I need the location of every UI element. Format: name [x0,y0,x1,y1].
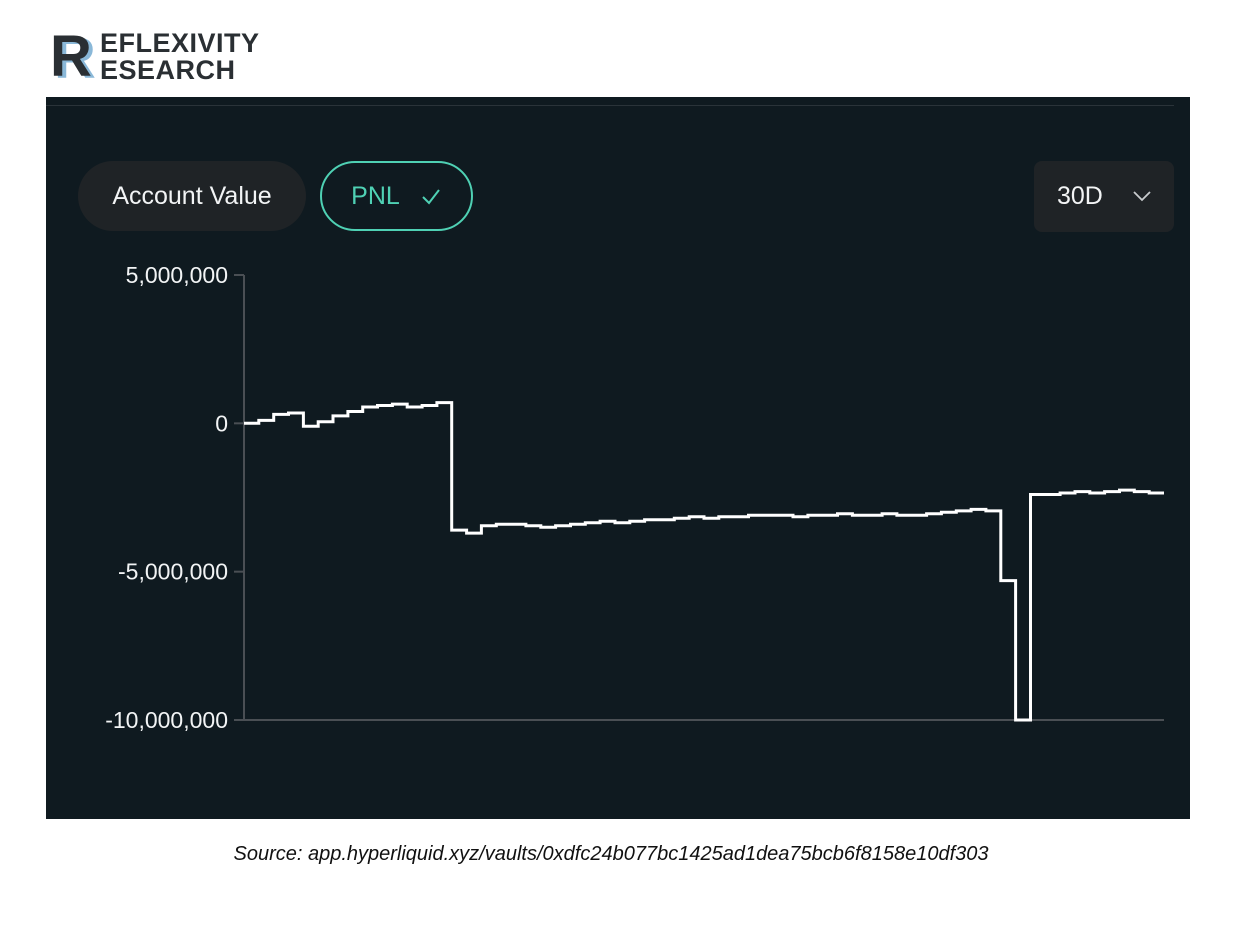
reflexivity-logo-icon: R R [50,28,96,84]
pnl-tab[interactable]: PNL [320,161,473,231]
svg-text:R: R [50,28,92,84]
y-tick-label: 0 [215,410,228,436]
brand-line-2: ESEARCH [100,55,236,85]
chevron-down-icon [1133,191,1151,202]
range-dropdown[interactable]: 30D [1034,161,1174,232]
account-value-tab[interactable]: Account Value [78,161,306,231]
account-value-label: Account Value [112,181,272,210]
source-caption: Source: app.hyperliquid.xyz/vaults/0xdfc… [233,843,989,865]
panel-divider [46,105,1174,106]
pnl-label: PNL [351,181,400,210]
y-tick-label: 5,000,000 [126,262,228,288]
y-tick-label: -5,000,000 [118,559,228,585]
svg-text:R: R [54,28,96,84]
y-tick-label: -10,000,000 [105,707,228,733]
pnl-chart: 5,000,000 0 -5,000,000 -10,000,000 [105,262,1164,733]
brand-line-1: EFLEXIVITY [100,28,260,58]
pnl-series-line [244,401,1164,722]
check-icon [422,189,440,205]
chart-panel: Account Value PNL 30D 5,000,000 0 -5,000,0… [46,97,1190,819]
range-label: 30D [1057,182,1103,210]
brand-logo: R R EFLEXIVITY ESEARCH [48,28,288,86]
